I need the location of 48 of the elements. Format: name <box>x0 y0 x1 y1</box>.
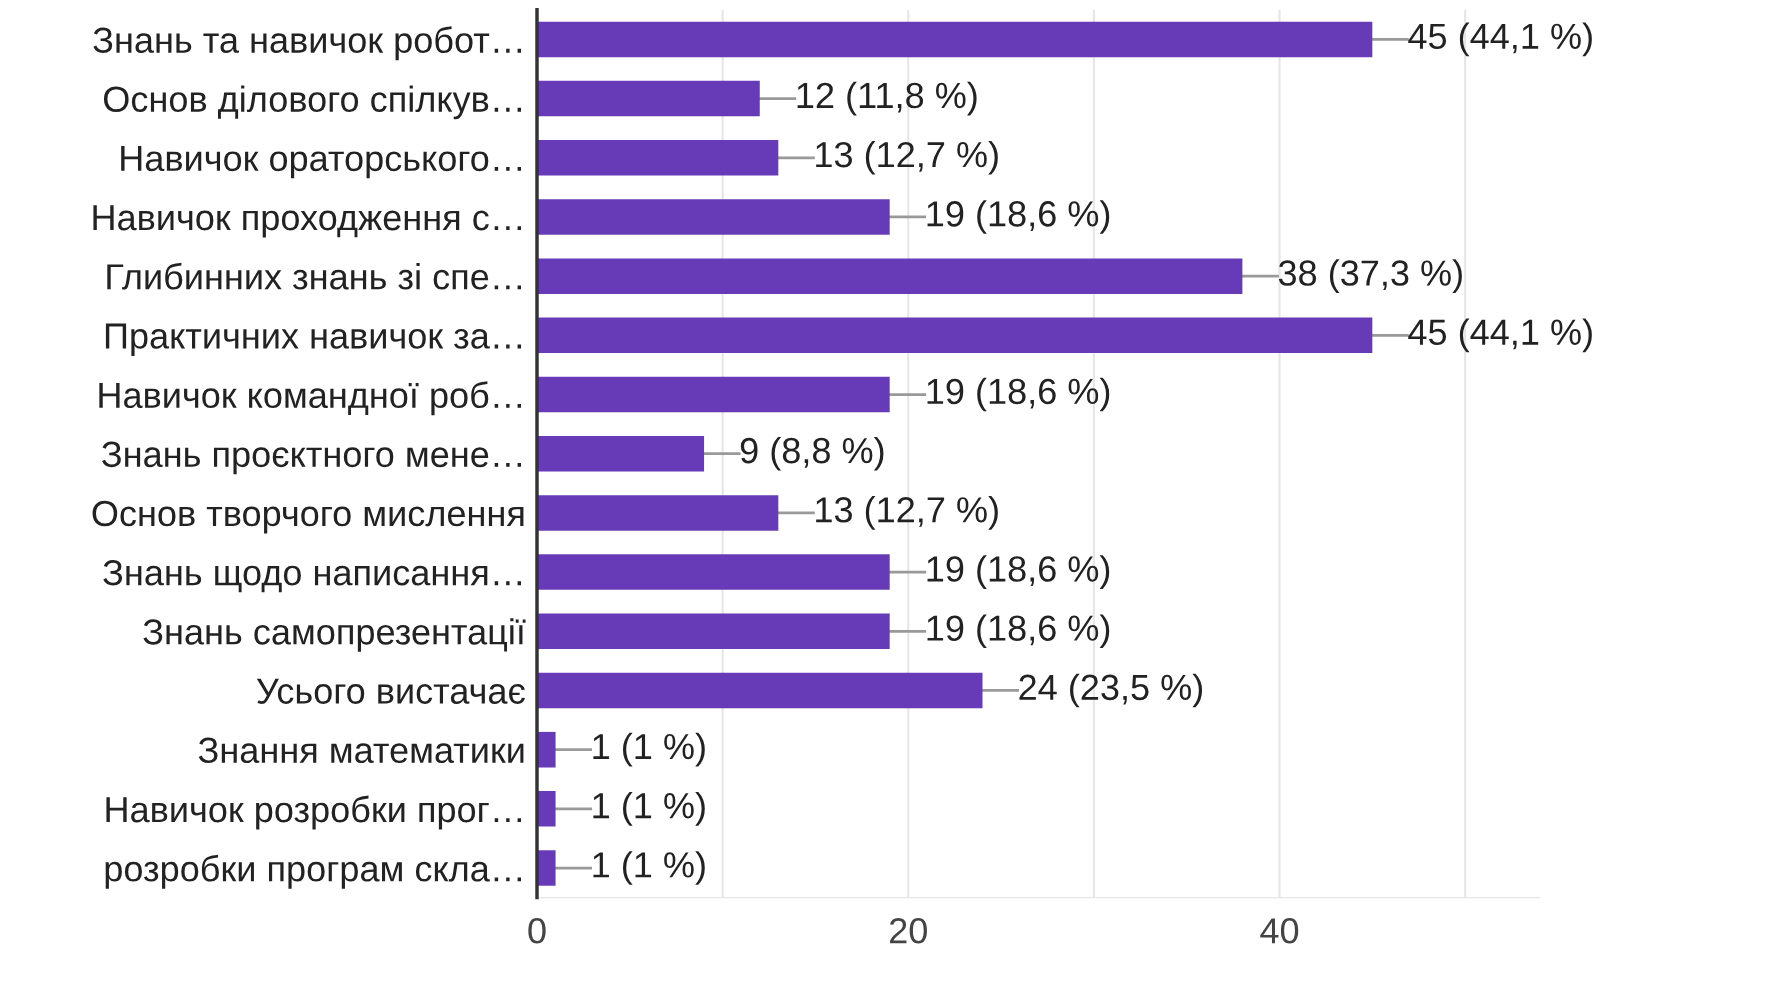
x-tick-label: 40 <box>1260 918 1299 944</box>
bar <box>537 21 1373 58</box>
bar <box>537 495 779 531</box>
data-label: 19 (18,6 %) <box>927 377 1110 412</box>
data-label: 45 (44,1 %) <box>1408 22 1592 57</box>
bar <box>537 317 1373 354</box>
y-tick-label: Основ творчого мислення <box>92 500 524 534</box>
y-tick-label: Знання математики <box>198 737 524 764</box>
y-tick-label: Практичних навичок за… <box>105 323 522 356</box>
data-label: 19 (18,6 %) <box>927 555 1110 589</box>
y-tick-label: Навичок ораторського… <box>121 146 522 179</box>
x-tick-label: 20 <box>889 918 927 944</box>
bar <box>537 791 556 827</box>
y-tick-label: Основ ділового спілкув… <box>103 85 521 120</box>
y-tick-label: Усього вистачає <box>256 678 525 704</box>
bar <box>537 672 983 709</box>
data-label: 24 (23,5 %) <box>1019 673 1203 708</box>
data-label: 38 (37,3 %) <box>1278 259 1462 293</box>
y-tick-label: Глибинних знань зі спе… <box>107 262 521 290</box>
data-label: 12 (11,8 %) <box>797 81 977 116</box>
data-label: 45 (44,1 %) <box>1408 318 1592 353</box>
data-label: 9 (8,8 %) <box>740 436 884 471</box>
y-tick-label: Знань самопрезентації <box>143 618 526 652</box>
y-tick-label: розробки програм скла… <box>105 854 522 889</box>
data-label: 19 (18,6 %) <box>927 200 1110 234</box>
data-label: 1 (1 %) <box>593 792 705 826</box>
y-tick-label: Знань та навичок робот… <box>93 26 522 61</box>
bar <box>537 199 890 235</box>
bar <box>537 376 890 413</box>
bar <box>537 850 556 886</box>
y-tick-label: Навичок командної роб… <box>99 381 522 416</box>
bar <box>537 613 890 650</box>
y-tick-label: Знань щодо написання… <box>103 559 521 593</box>
data-label: 1 (1 %) <box>593 732 705 767</box>
bar <box>537 140 779 176</box>
data-label: 13 (12,7 %) <box>816 496 998 530</box>
bar <box>537 554 890 590</box>
bar <box>537 435 705 472</box>
data-label: 1 (1 %) <box>593 851 705 885</box>
bar <box>537 80 760 117</box>
bar <box>537 258 1243 294</box>
x-tick-label: 0 <box>528 918 546 944</box>
bar <box>537 731 556 768</box>
y-tick-label: Навичок проходження с… <box>93 205 521 238</box>
y-tick-label: Знань проєктного мене… <box>102 441 522 475</box>
data-label: 13 (12,7 %) <box>816 140 998 175</box>
data-label: 19 (18,6 %) <box>927 614 1110 649</box>
y-tick-label: Навичок розробки прог… <box>106 795 522 830</box>
